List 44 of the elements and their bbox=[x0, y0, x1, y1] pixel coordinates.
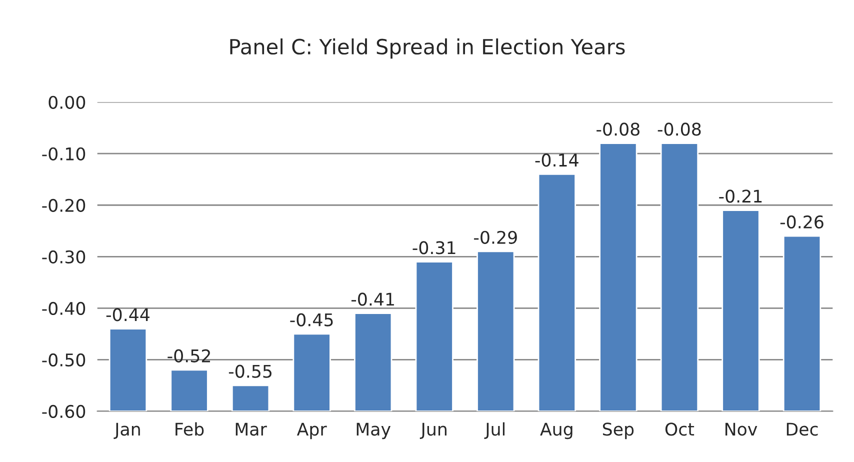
bar bbox=[476, 250, 515, 412]
bar bbox=[231, 384, 270, 412]
bar bbox=[660, 142, 699, 412]
y-tick-label: -0.20 bbox=[42, 198, 86, 212]
x-tick-label: Jan bbox=[114, 422, 140, 439]
data-label: -0.21 bbox=[719, 190, 762, 203]
y-tick-label: 0.00 bbox=[48, 96, 86, 109]
bar bbox=[722, 210, 760, 412]
bar bbox=[108, 328, 148, 412]
x-tick-label: Oct bbox=[665, 422, 694, 436]
x-tick-label: Jun bbox=[420, 422, 446, 439]
data-label: -0.41 bbox=[351, 292, 394, 306]
x-tick-label: Dec bbox=[786, 422, 818, 436]
bar bbox=[170, 369, 208, 412]
x-tick-label: Apr bbox=[296, 422, 327, 440]
x-tick-label: Jul bbox=[484, 422, 504, 439]
data-label: -0.52 bbox=[168, 349, 210, 362]
y-tick-label: -0.40 bbox=[42, 302, 86, 315]
chart-title: Panel C: Yield Spread in Election Years bbox=[230, 38, 625, 59]
x-tick-label: Sep bbox=[602, 422, 634, 440]
data-label: -0.14 bbox=[535, 154, 578, 167]
bar bbox=[538, 174, 576, 412]
bar bbox=[292, 333, 331, 412]
data-label: -0.26 bbox=[780, 215, 824, 229]
x-tick-label: Mar bbox=[236, 422, 267, 436]
data-label: -0.08 bbox=[658, 122, 701, 136]
data-label: -0.55 bbox=[228, 364, 272, 378]
y-tick-label: -0.10 bbox=[42, 147, 86, 160]
data-label: -0.08 bbox=[596, 122, 640, 136]
bar bbox=[782, 235, 822, 412]
x-tick-label: Aug bbox=[540, 422, 572, 440]
data-label: -0.31 bbox=[412, 241, 456, 254]
data-label: -0.44 bbox=[106, 308, 150, 322]
data-label: -0.29 bbox=[474, 230, 517, 244]
y-tick-label: -0.60 bbox=[42, 404, 86, 418]
y-tick-label: -0.50 bbox=[42, 353, 86, 367]
y-tick-label: -0.30 bbox=[42, 250, 86, 264]
bar bbox=[354, 312, 392, 412]
x-tick-label: May bbox=[356, 422, 391, 440]
x-tick-label: Nov bbox=[726, 422, 758, 436]
bar bbox=[415, 261, 454, 412]
bar bbox=[599, 142, 638, 412]
x-tick-label: Feb bbox=[176, 422, 204, 436]
data-label: -0.45 bbox=[290, 313, 333, 326]
